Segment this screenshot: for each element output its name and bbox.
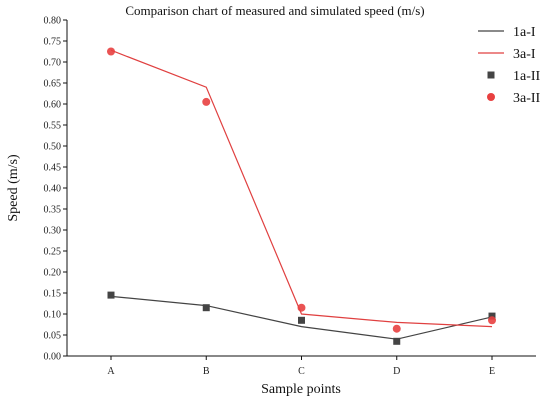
legend-label-3a-I: 3a-I bbox=[513, 47, 536, 62]
y-tick-label: 0.60 bbox=[44, 100, 62, 111]
data-point-3a-II bbox=[107, 47, 115, 56]
data-point-1a-II bbox=[488, 312, 496, 320]
y-tick-label: 0.55 bbox=[44, 121, 62, 132]
x-axis-label: Sample points bbox=[261, 382, 341, 397]
legend-label-1a-II: 1a-II bbox=[513, 69, 541, 84]
data-point-3a-II bbox=[488, 316, 496, 325]
legend: 1a-I 3a-I 1a-II 3a-II bbox=[478, 25, 541, 106]
y-tick-label: 0.40 bbox=[44, 184, 62, 195]
x-tick-label: D bbox=[393, 366, 400, 377]
y-tick-label: 0.50 bbox=[44, 142, 62, 153]
y-tick-label: 0.30 bbox=[44, 226, 62, 237]
x-tick-label: A bbox=[107, 366, 115, 377]
x-tick-label: E bbox=[489, 366, 495, 377]
series-line-3a-I bbox=[110, 49, 493, 328]
legend-marker-1a-II bbox=[487, 71, 495, 79]
y-tick-label: 0.75 bbox=[44, 37, 62, 48]
data-point-1a-II bbox=[202, 304, 210, 312]
y-tick-label: 0.10 bbox=[44, 310, 62, 321]
y-tick-label: 0.00 bbox=[44, 352, 62, 363]
data-point-1a-II bbox=[393, 337, 401, 345]
x-tick-label: B bbox=[203, 366, 210, 377]
y-tick-label: 0.45 bbox=[44, 163, 62, 174]
legend-label-3a-II: 3a-II bbox=[513, 91, 541, 106]
y-tick-label: 0.65 bbox=[44, 79, 62, 90]
y-tick-label: 0.15 bbox=[44, 289, 62, 300]
y-ticks: 0.00 0.05 0.10 0.15 0.20 0.25 0.30 0.35 0.40 0.45… bbox=[44, 16, 67, 363]
y-tick-label: 0.20 bbox=[44, 268, 62, 279]
y-tick-label: 0.35 bbox=[44, 205, 62, 216]
x-ticks: A B C D E bbox=[107, 356, 495, 377]
y-tick-label: 0.70 bbox=[44, 58, 62, 69]
data-point-1a-II bbox=[298, 316, 305, 324]
data-point-3a-II bbox=[297, 303, 306, 312]
series-layer bbox=[107, 47, 496, 345]
y-tick-label: 0.05 bbox=[44, 331, 62, 342]
x-tick-label: C bbox=[298, 366, 305, 377]
chart-title: Comparison chart of measured and simulat… bbox=[125, 3, 424, 18]
data-point-3a-II bbox=[202, 97, 211, 106]
legend-marker-3a-II bbox=[487, 93, 495, 101]
data-point-3a-II bbox=[392, 324, 401, 333]
y-tick-label: 0.25 bbox=[44, 247, 62, 258]
y-axis-label: Speed (m/s) bbox=[6, 154, 21, 222]
legend-label-1a-I: 1a-I bbox=[513, 25, 536, 40]
data-point-1a-II bbox=[107, 291, 115, 299]
y-tick-label: 0.80 bbox=[44, 16, 62, 27]
series-line-1a-I bbox=[110, 295, 493, 340]
